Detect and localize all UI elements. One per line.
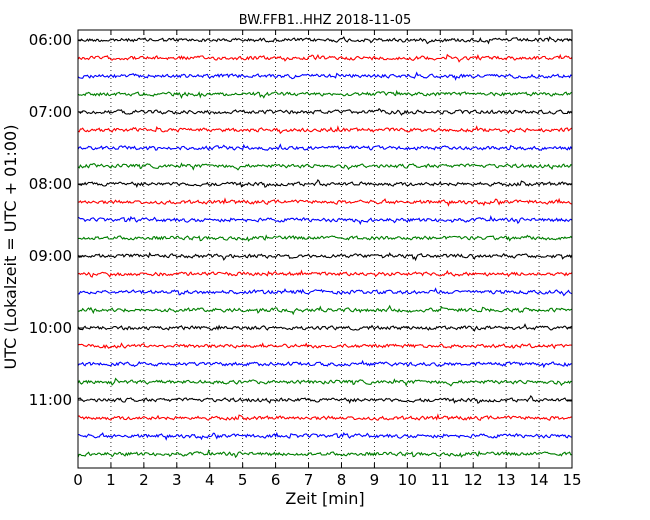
x-tick-label-13: 13	[497, 471, 516, 489]
trace-row-0	[77, 36, 573, 45]
x-tick-label-6: 6	[271, 471, 281, 489]
trace-row-6	[77, 143, 573, 151]
x-axis-ticks: 0 1 2 3 4 5 6 7 8 9 10 11 12 13 14 15	[73, 30, 582, 489]
y-tick-label-5: 11:00	[29, 391, 72, 409]
x-tick-label-12: 12	[464, 471, 483, 489]
trace-row-4	[77, 107, 573, 116]
trace-row-15	[78, 304, 573, 316]
grid-lines	[110, 30, 540, 468]
x-tick-label-2: 2	[139, 471, 149, 489]
x-tick-label-15: 15	[562, 471, 581, 489]
x-tick-label-3: 3	[172, 471, 182, 489]
x-tick-label-11: 11	[431, 471, 450, 489]
x-axis-label: Zeit [min]	[285, 489, 364, 508]
trace-row-2	[77, 71, 573, 81]
x-tick-label-0: 0	[73, 471, 83, 489]
trace-row-7	[77, 162, 573, 171]
x-tick-label-1: 1	[106, 471, 116, 489]
x-tick-label-7: 7	[304, 471, 314, 489]
trace-row-11	[78, 234, 573, 242]
y-tick-label-0: 06:00	[29, 31, 72, 49]
x-tick-label-4: 4	[205, 471, 215, 489]
trace-group	[77, 36, 573, 459]
y-tick-label-3: 09:00	[29, 247, 72, 265]
trace-row-5	[77, 125, 573, 135]
x-tick-label-9: 9	[370, 471, 380, 489]
chart-title: BW.FFB1..HHZ 2018-11-05	[239, 13, 412, 28]
trace-row-18	[77, 359, 572, 369]
x-tick-label-14: 14	[530, 471, 549, 489]
x-tick-label-5: 5	[238, 471, 248, 489]
trace-row-13	[77, 269, 573, 278]
trace-row-3	[77, 89, 573, 100]
trace-row-16	[77, 323, 573, 332]
plot-frame	[77, 29, 573, 469]
y-tick-label-1: 07:00	[29, 103, 72, 121]
y-tick-label-4: 10:00	[29, 319, 72, 337]
trace-row-20	[77, 395, 573, 405]
trace-row-8	[77, 179, 573, 189]
y-axis-ticks: 06:00 07:00 08:00 09:00 10:00 11:00	[29, 31, 572, 409]
trace-row-1	[77, 53, 573, 63]
x-tick-label-10: 10	[398, 471, 417, 489]
trace-row-17	[77, 342, 573, 350]
trace-row-14	[77, 287, 573, 297]
y-tick-label-2: 08:00	[29, 175, 72, 193]
x-tick-label-8: 8	[337, 471, 347, 489]
trace-row-23	[77, 449, 573, 459]
trace-row-12	[77, 251, 573, 262]
trace-row-9	[77, 197, 573, 207]
y-axis-label: UTC (Lokalzeit = UTC + 01:00)	[1, 125, 20, 370]
trace-row-10	[77, 215, 573, 226]
trace-row-19	[77, 377, 573, 387]
trace-row-21	[77, 413, 573, 421]
trace-row-22	[77, 431, 573, 441]
